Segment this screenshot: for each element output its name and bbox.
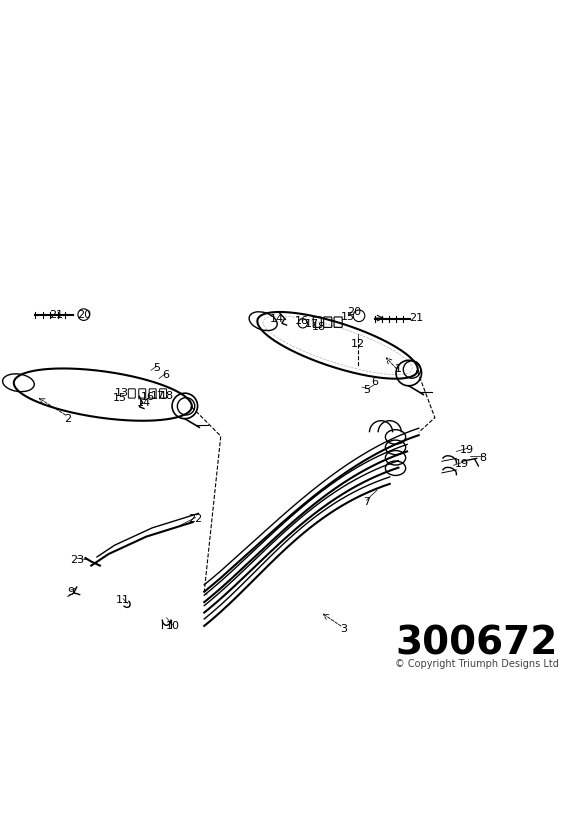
Text: 6: 6 [162,371,169,381]
Text: 15: 15 [341,312,355,322]
Text: 14: 14 [136,398,150,408]
FancyBboxPatch shape [324,317,332,327]
Text: 5: 5 [153,363,160,373]
Text: 22: 22 [188,514,203,524]
Text: 8: 8 [479,453,486,463]
FancyBboxPatch shape [160,389,167,398]
Text: 10: 10 [166,621,180,631]
Text: 20: 20 [77,310,92,320]
Text: 9: 9 [68,587,75,597]
Text: 13: 13 [114,388,128,399]
FancyBboxPatch shape [149,389,156,398]
Text: 7: 7 [363,497,370,507]
FancyBboxPatch shape [334,317,342,327]
Text: 12: 12 [351,339,365,349]
Text: 20: 20 [347,307,361,316]
Text: 17: 17 [304,320,318,330]
Text: 5: 5 [363,385,370,395]
Text: 23: 23 [70,555,84,564]
Text: 15: 15 [113,393,127,403]
Text: 300672: 300672 [395,625,558,662]
Text: 1: 1 [395,363,402,373]
Text: 6: 6 [372,377,379,387]
Text: 21: 21 [50,310,64,320]
Text: 3: 3 [340,625,347,634]
FancyBboxPatch shape [313,317,321,327]
Text: 21: 21 [409,313,423,323]
FancyBboxPatch shape [139,389,146,398]
Text: 11: 11 [116,596,130,606]
Text: 16: 16 [294,316,308,326]
Text: 19: 19 [455,459,469,469]
Text: © Copyright Triumph Designs Ltd: © Copyright Triumph Designs Ltd [395,659,559,669]
Text: 17: 17 [151,391,165,401]
FancyBboxPatch shape [128,389,135,398]
Text: 18: 18 [160,391,174,401]
Text: 19: 19 [460,445,474,455]
Text: 18: 18 [312,322,326,332]
Text: 2: 2 [65,414,72,424]
Text: 16: 16 [141,392,155,402]
Text: 14: 14 [270,314,284,325]
